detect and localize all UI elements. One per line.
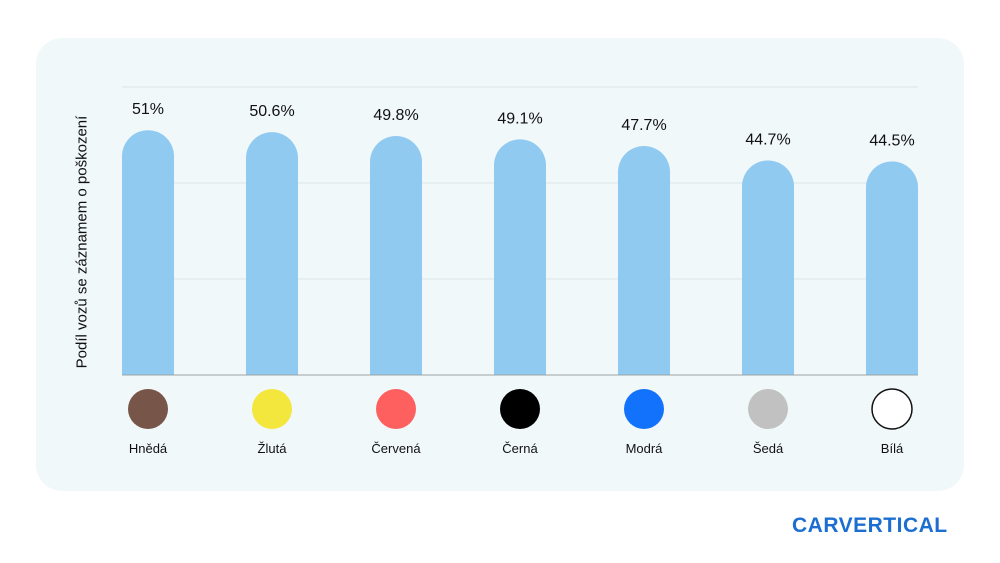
category-label-5: Modrá bbox=[626, 441, 664, 456]
color-swatch-2 bbox=[252, 389, 292, 429]
bar-4 bbox=[494, 139, 546, 375]
category-label-1: Hnědá bbox=[129, 441, 168, 456]
value-label-6: 44.7% bbox=[745, 131, 790, 148]
value-label-2: 50.6% bbox=[249, 103, 294, 120]
bar-5 bbox=[618, 146, 670, 375]
value-label-3: 49.8% bbox=[373, 107, 418, 124]
carvertical-logo: CARVERTICAL bbox=[792, 514, 948, 537]
category-label-3: Červená bbox=[371, 441, 421, 456]
bar-3 bbox=[370, 135, 422, 375]
category-label-7: Bílá bbox=[881, 441, 904, 456]
color-swatch-3 bbox=[376, 389, 416, 429]
bar-6 bbox=[742, 160, 794, 375]
bar-1 bbox=[122, 130, 174, 375]
color-swatch-4 bbox=[500, 389, 540, 429]
category-label-4: Černá bbox=[502, 441, 538, 456]
color-swatch-5 bbox=[624, 389, 664, 429]
value-label-7: 44.5% bbox=[869, 132, 914, 149]
category-label-2: Žlutá bbox=[258, 441, 288, 456]
value-label-4: 49.1% bbox=[497, 110, 542, 127]
value-label-1: 51% bbox=[132, 101, 164, 118]
bar-2 bbox=[246, 132, 298, 375]
color-swatch-7 bbox=[871, 388, 913, 430]
color-swatch-6 bbox=[748, 389, 788, 429]
color-swatch-1 bbox=[128, 389, 168, 429]
category-label-6: Šedá bbox=[753, 441, 784, 456]
bar-7 bbox=[866, 161, 918, 375]
value-label-5: 47.7% bbox=[621, 117, 666, 134]
